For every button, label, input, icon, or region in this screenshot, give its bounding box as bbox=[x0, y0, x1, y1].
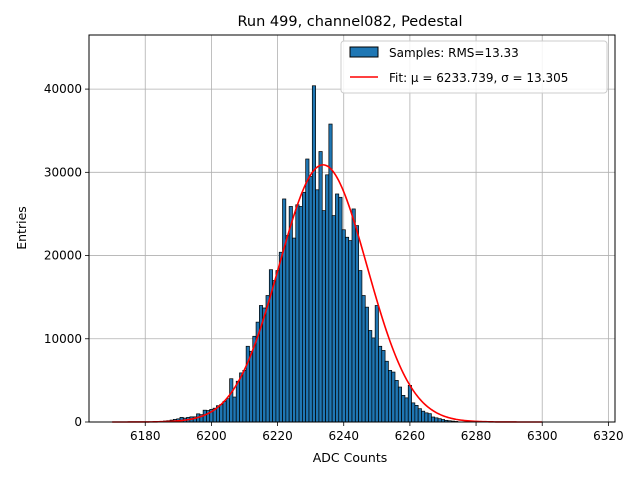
histogram-bar bbox=[391, 371, 396, 423]
histogram-bar bbox=[348, 240, 353, 423]
histogram-bar bbox=[411, 402, 416, 423]
histogram-bar bbox=[434, 417, 439, 423]
histogram-bar bbox=[407, 385, 412, 423]
y-tick-label: 30000 bbox=[44, 165, 82, 179]
y-axis-ticks: 0 10000 20000 30000 40000 bbox=[44, 82, 89, 429]
histogram-bar bbox=[292, 237, 297, 423]
histogram-bar bbox=[421, 410, 426, 423]
histogram-bar bbox=[401, 395, 406, 423]
histogram-bar bbox=[318, 151, 323, 423]
histogram-bar bbox=[219, 404, 224, 423]
histogram-bar bbox=[278, 251, 283, 423]
y-tick-label: 40000 bbox=[44, 82, 82, 96]
histogram-bar bbox=[338, 196, 343, 423]
x-tick-label: 6260 bbox=[395, 429, 426, 443]
fit-curve bbox=[112, 164, 543, 423]
histogram-bar bbox=[285, 235, 290, 423]
histogram-bar bbox=[335, 193, 340, 423]
histogram-bar bbox=[384, 360, 389, 423]
chart-title: Run 499, channel082, Pedestal bbox=[237, 14, 462, 30]
histogram-bar bbox=[262, 307, 267, 423]
legend: Samples: RMS=13.33 Fit: μ = 6233.739, σ … bbox=[340, 40, 608, 94]
histogram-bar bbox=[315, 189, 320, 423]
y-tick-label: 20000 bbox=[44, 249, 82, 263]
histogram-bar bbox=[325, 174, 330, 423]
histogram-bar bbox=[381, 350, 386, 423]
histogram-bar bbox=[295, 204, 300, 423]
histogram-bar bbox=[311, 85, 316, 423]
histogram-bar bbox=[298, 206, 303, 423]
x-tick-label: 6320 bbox=[593, 429, 624, 443]
histogram-bar bbox=[341, 229, 346, 423]
histogram-bar bbox=[361, 295, 366, 423]
legend-box bbox=[340, 40, 608, 94]
x-tick-label: 6220 bbox=[262, 429, 293, 443]
x-axis-ticks: 6180 6200 6220 6240 6260 6280 6300 6320 bbox=[130, 422, 624, 443]
legend-label-fit: Fit: μ = 6233.739, σ = 13.305 bbox=[389, 71, 568, 85]
x-tick-label: 6180 bbox=[130, 429, 161, 443]
histogram-bar bbox=[414, 405, 419, 423]
histogram-bar bbox=[354, 225, 359, 423]
y-axis-label: Entries bbox=[14, 206, 29, 250]
y-tick-label: 0 bbox=[74, 415, 82, 429]
x-tick-label: 6240 bbox=[328, 429, 359, 443]
histogram-bar bbox=[417, 408, 422, 423]
histogram-bar bbox=[378, 345, 383, 423]
histogram-bar bbox=[427, 413, 432, 423]
histogram-bar bbox=[302, 191, 307, 423]
histogram-bar bbox=[424, 412, 429, 423]
histogram-bar bbox=[374, 305, 379, 423]
histogram-bar bbox=[394, 380, 399, 423]
y-tick-label: 10000 bbox=[44, 332, 82, 346]
histogram-bar bbox=[229, 378, 234, 423]
histogram-bar bbox=[249, 350, 254, 423]
histogram-bar bbox=[282, 198, 287, 423]
histogram-bar bbox=[225, 398, 230, 423]
histogram-bar bbox=[397, 386, 402, 423]
histogram-bar bbox=[331, 215, 336, 423]
histogram-bar bbox=[265, 295, 270, 423]
x-axis-label: ADC Counts bbox=[313, 450, 388, 465]
histogram-bar bbox=[242, 370, 247, 423]
x-tick-label: 6200 bbox=[196, 429, 227, 443]
histogram-bar bbox=[368, 330, 373, 423]
histogram-bar bbox=[345, 236, 350, 423]
histogram-bar bbox=[222, 401, 227, 423]
gaussian-fit bbox=[112, 164, 543, 423]
histogram-bar bbox=[371, 337, 376, 423]
histogram-bar bbox=[275, 270, 280, 423]
histogram-bar bbox=[232, 396, 237, 423]
histogram-bar bbox=[364, 306, 369, 423]
histogram-bar bbox=[358, 270, 363, 423]
histogram-bar bbox=[321, 210, 326, 423]
histogram-bar bbox=[404, 397, 409, 423]
legend-label-samples: Samples: RMS=13.33 bbox=[389, 46, 519, 60]
x-tick-label: 6280 bbox=[461, 429, 492, 443]
x-tick-label: 6300 bbox=[527, 429, 558, 443]
histogram-bar bbox=[305, 158, 310, 423]
histogram-bar bbox=[431, 416, 436, 423]
histogram-bar bbox=[288, 206, 293, 423]
histogram-bar bbox=[388, 370, 393, 423]
legend-swatch-samples bbox=[349, 46, 379, 58]
histogram-bar bbox=[239, 372, 244, 423]
plot-frame bbox=[88, 34, 616, 423]
histogram-bar bbox=[272, 280, 277, 423]
histogram-bar bbox=[351, 208, 356, 423]
histogram-bar bbox=[308, 176, 313, 423]
histogram-bar bbox=[235, 380, 240, 423]
histogram-bars bbox=[159, 85, 459, 423]
